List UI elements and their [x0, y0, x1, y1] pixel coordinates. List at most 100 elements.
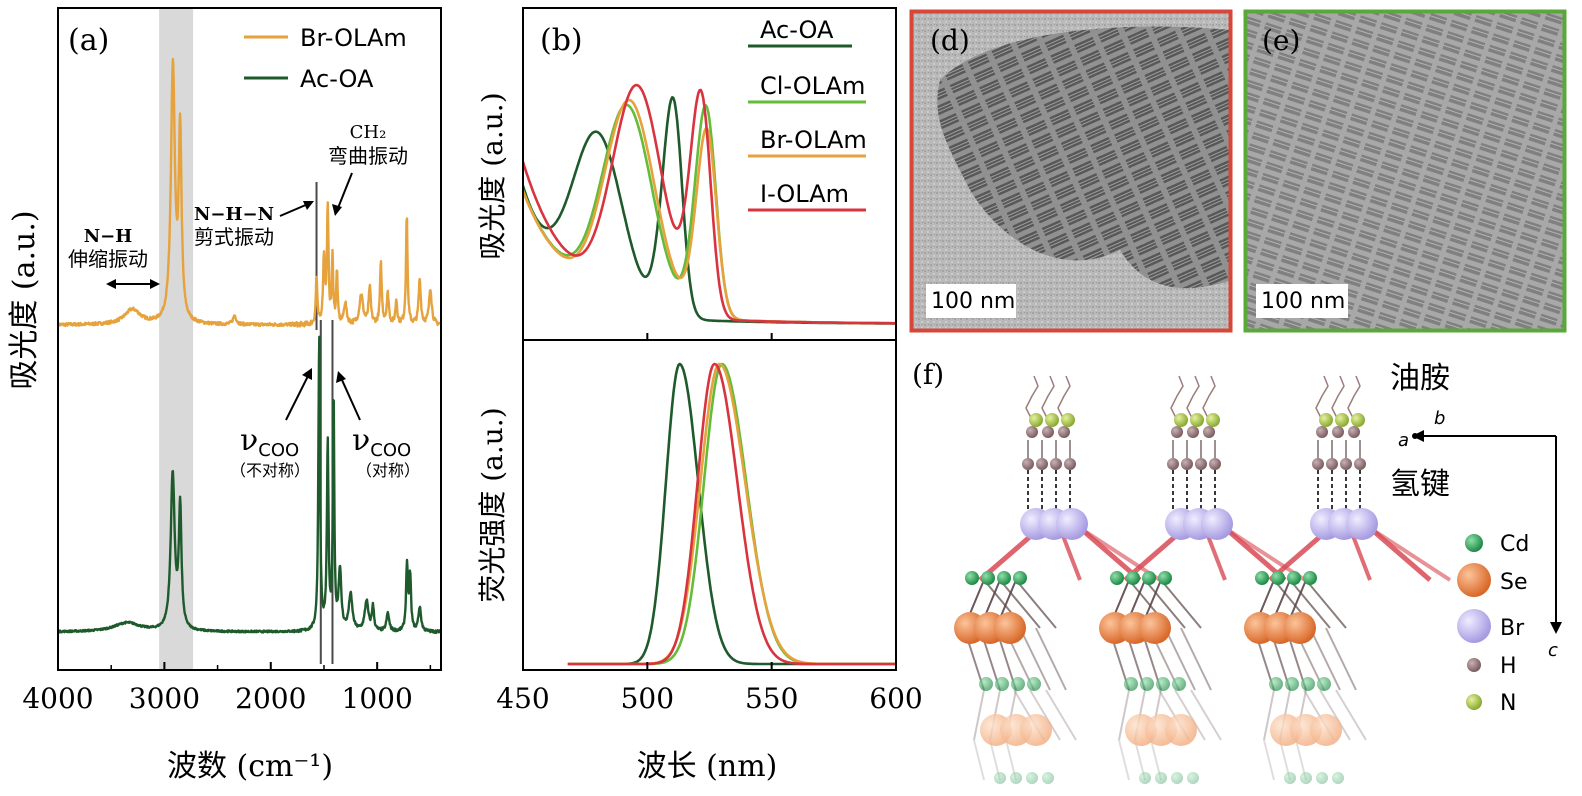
- bond: [1015, 579, 1057, 629]
- cd-atom: [1284, 772, 1296, 784]
- cd-atom: [1269, 677, 1283, 691]
- annotation-nhn-line2: 剪式振动: [194, 225, 274, 249]
- y-axis-label-a: 吸光度 (a.u.): [7, 210, 42, 389]
- bond: [1289, 579, 1331, 629]
- annotation-ch2-line1: CH₂: [350, 122, 387, 143]
- bond: [1305, 579, 1347, 629]
- cd-atom: [1300, 772, 1312, 784]
- bond: [1019, 627, 1051, 691]
- bond: [1164, 627, 1196, 691]
- h-atom: [1064, 458, 1076, 470]
- scale-label-e: 100 nm: [1261, 289, 1345, 314]
- legend-f-h-label: H: [1500, 654, 1517, 679]
- cd-atom: [1287, 571, 1301, 585]
- panel-label-e: (e): [1262, 24, 1300, 57]
- annotation-nh-line1: N−H: [84, 226, 133, 247]
- cd-atom: [997, 571, 1011, 585]
- annotation-ch2-line2: 弯曲振动: [328, 144, 408, 168]
- h-atom: [1354, 458, 1366, 470]
- n-atom: [1061, 413, 1075, 427]
- cd-atom: [1171, 772, 1183, 784]
- h-atom: [1026, 426, 1038, 438]
- bond: [1335, 689, 1367, 741]
- panel-a: 4000 3000 2000 1000 (a) Br-OLAm Ac-OA N−H 伸…: [7, 7, 442, 784]
- cd-atom: [1139, 772, 1151, 784]
- x-axis-label-b: 波长 (nm): [637, 749, 778, 784]
- bond: [973, 689, 985, 741]
- cd-atom: [1026, 772, 1038, 784]
- arrowhead: [303, 201, 314, 210]
- se-atom: [1139, 612, 1171, 644]
- cd-atom: [1332, 772, 1344, 784]
- cd-atom: [1124, 677, 1138, 691]
- br-atom: [1346, 508, 1378, 540]
- bond: [1035, 627, 1067, 691]
- ftir-series: [58, 57, 441, 635]
- cd-atom: [1140, 677, 1154, 691]
- arrowhead: [332, 204, 342, 216]
- bond: [1309, 627, 1341, 691]
- absorption-series: [523, 83, 896, 325]
- h-atom: [1203, 426, 1215, 438]
- n-atom: [1045, 413, 1059, 427]
- alkyl-chain: [1315, 375, 1329, 421]
- bond: [1319, 689, 1351, 741]
- legend-a: Br-OLAm Ac-OA: [244, 24, 407, 93]
- h-atom: [1022, 458, 1034, 470]
- x-tick-label-b-2: 550: [745, 682, 798, 715]
- panel-label-a: (a): [68, 23, 109, 58]
- pl-series-i-olam: [567, 362, 896, 666]
- arrowhead-right: [150, 279, 160, 289]
- cd-atom: [1285, 677, 1299, 691]
- alkyl-chain: [1331, 375, 1345, 421]
- annotation-coo-asym-note: （不对称）: [230, 461, 310, 480]
- cd-atom: [1156, 677, 1170, 691]
- legend-f-h-icon: [1467, 658, 1481, 672]
- h-atom: [1312, 458, 1324, 470]
- tem-image-e: [1244, 10, 1566, 332]
- annotation-ch2-arrow: [337, 172, 353, 209]
- legend-f-n-icon: [1466, 694, 1482, 710]
- cd-atom: [1187, 772, 1199, 784]
- h-atom: [1181, 458, 1193, 470]
- alkyl-chain: [1347, 375, 1361, 421]
- cd-atom: [1126, 571, 1140, 585]
- annotation-nh-line2: 伸缩振动: [68, 247, 148, 271]
- bond: [1118, 739, 1130, 781]
- cd-atom: [1172, 677, 1186, 691]
- abs-series-i-olam: [523, 83, 896, 325]
- n-atom: [1190, 413, 1204, 427]
- tem-frame-d: [909, 9, 1233, 333]
- scale-box-e: [1256, 284, 1348, 318]
- legend-f-br-icon: [1457, 609, 1491, 643]
- y-axis-label-b-bottom: 荧光强度 (a.u.): [476, 407, 509, 602]
- alkyl-chain: [1170, 375, 1184, 421]
- annotation-coo-asym-arrow: [285, 375, 309, 421]
- series-br-olam: [58, 57, 441, 328]
- legend-f: Cd Se Br H N: [1457, 532, 1529, 716]
- plot-frame-b-bottom: [522, 339, 897, 671]
- legend-b-label-br: Br-OLAm: [760, 126, 867, 154]
- cd-atom: [981, 571, 995, 585]
- cd-atom: [1155, 772, 1167, 784]
- annotation-coo-sym-symbol: νCOO: [352, 423, 411, 461]
- bond: [1029, 689, 1061, 741]
- legend-f-n-label: N: [1500, 691, 1516, 716]
- x-tick-label-a-0: 4000: [22, 682, 93, 715]
- cd-atom: [1027, 677, 1041, 691]
- cd-atom: [965, 571, 979, 585]
- series-ac-oa: [58, 335, 441, 635]
- annotation-coo-sym-note: （对称）: [356, 461, 420, 480]
- cd-atom: [1013, 571, 1027, 585]
- h-atom: [1195, 458, 1207, 470]
- legend-f-se-icon: [1457, 563, 1491, 597]
- bond: [1223, 526, 1307, 582]
- cd-atom: [1271, 571, 1285, 585]
- x-ticks-b: 450 500 550 600: [496, 333, 923, 715]
- x-tick-label-b-0: 450: [496, 682, 549, 715]
- bond: [1368, 526, 1452, 582]
- annotation-coo-asym: νCOO （不对称）: [230, 368, 312, 480]
- h-atom: [1042, 426, 1054, 438]
- alkyl-chain: [1186, 375, 1200, 421]
- panel-b: 450 500 550 600 (b) Ac-OA Cl-OLAm Br-OLAm I…: [476, 7, 923, 784]
